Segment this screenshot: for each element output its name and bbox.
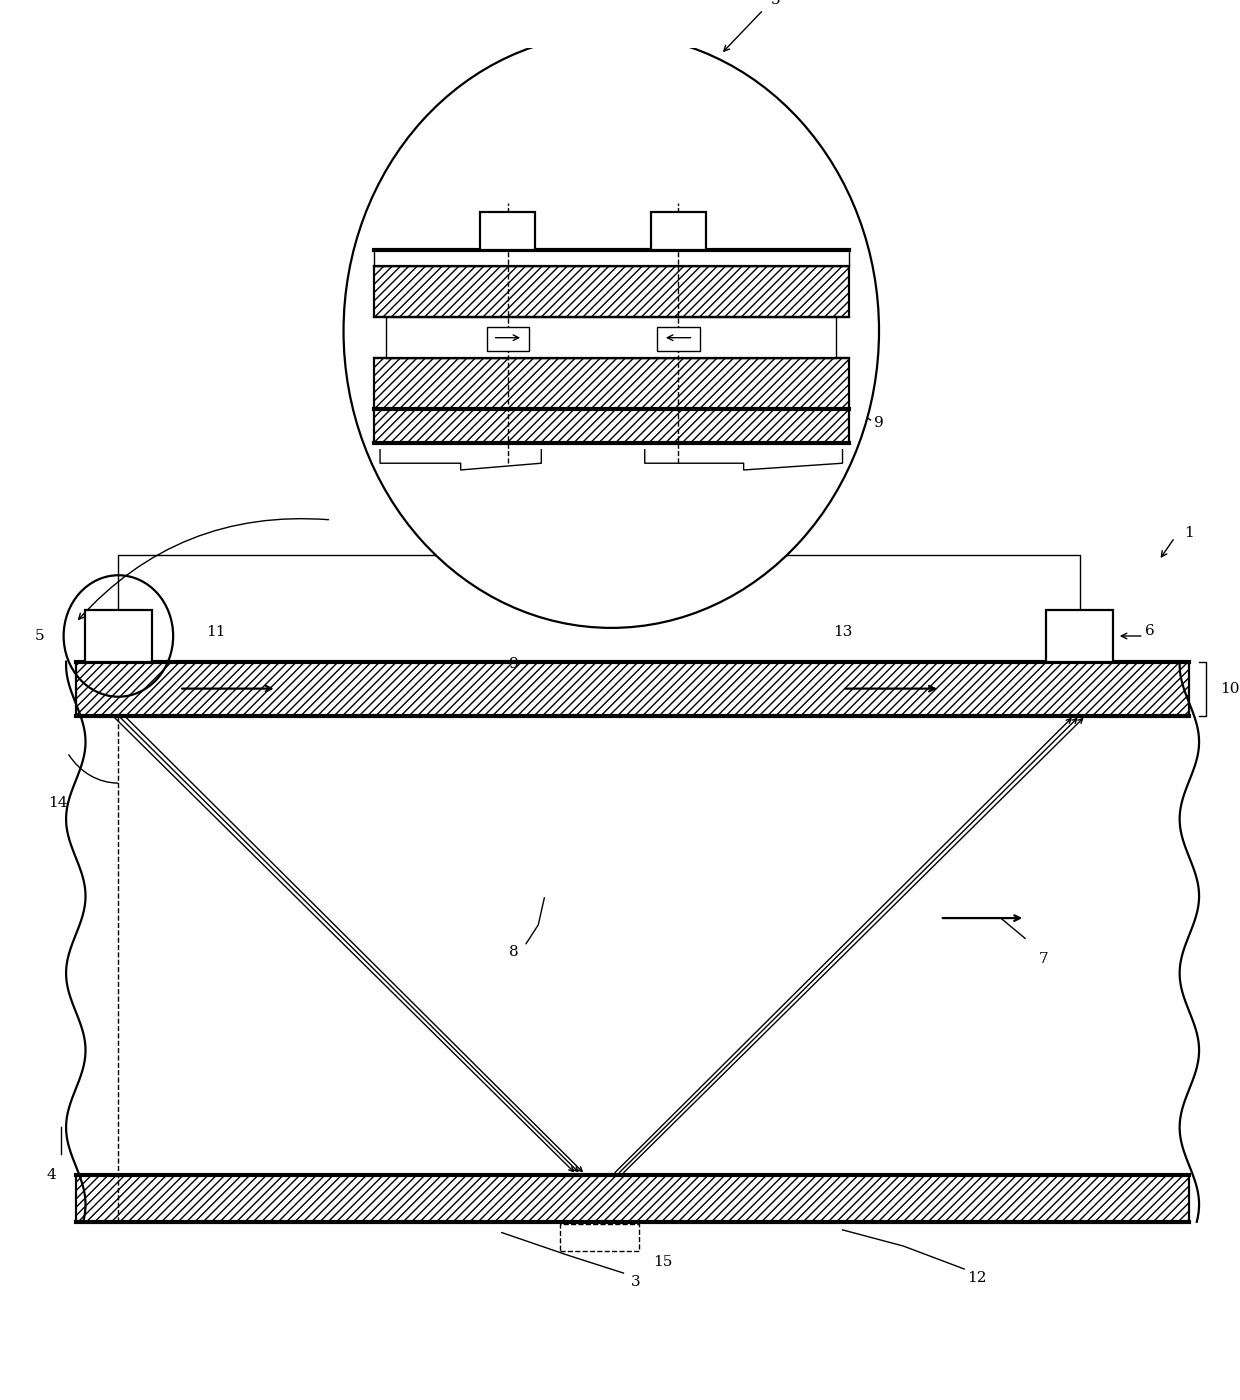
Bar [374, 358, 848, 409]
Text: 23: 23 [444, 501, 463, 515]
Text: 12: 12 [967, 1271, 986, 1285]
Bar [374, 266, 848, 318]
Text: 7: 7 [1039, 952, 1048, 966]
Text: 6: 6 [1145, 624, 1154, 638]
Text: 26: 26 [522, 225, 542, 239]
Text: 14: 14 [48, 797, 67, 811]
Bar [480, 213, 536, 251]
Text: 5: 5 [771, 0, 780, 7]
Bar [76, 662, 1189, 715]
Text: 11: 11 [206, 624, 226, 638]
Text: 16: 16 [589, 473, 609, 487]
Bar [486, 326, 529, 351]
Text: 18: 18 [735, 162, 755, 176]
Text: 10: 10 [1220, 682, 1239, 696]
Text: 1: 1 [1184, 526, 1194, 540]
Bar [374, 251, 848, 266]
Text: 15: 15 [653, 1256, 672, 1270]
Text: 21: 21 [413, 476, 433, 490]
Bar [657, 326, 699, 351]
Bar [557, 522, 666, 588]
Bar [1047, 610, 1114, 662]
Text: 24: 24 [528, 137, 548, 151]
Text: 4: 4 [47, 1168, 56, 1182]
Text: 13: 13 [833, 624, 852, 638]
Text: 9: 9 [874, 416, 884, 430]
Bar [84, 610, 151, 662]
Circle shape [343, 34, 879, 627]
Bar [559, 1225, 639, 1252]
Bar [374, 409, 848, 442]
Text: 25: 25 [706, 137, 724, 151]
Bar [386, 318, 837, 358]
Text: 8: 8 [510, 945, 518, 959]
Bar [76, 1175, 1189, 1222]
Text: 3: 3 [631, 1275, 640, 1289]
Text: 17: 17 [425, 162, 444, 176]
Text: 2: 2 [696, 528, 706, 542]
Text: 27: 27 [645, 225, 663, 239]
Text: 22: 22 [687, 476, 707, 490]
Bar [651, 213, 706, 251]
Text: 28: 28 [407, 162, 427, 176]
Text: 5: 5 [35, 629, 45, 643]
Text: 9: 9 [510, 658, 518, 672]
